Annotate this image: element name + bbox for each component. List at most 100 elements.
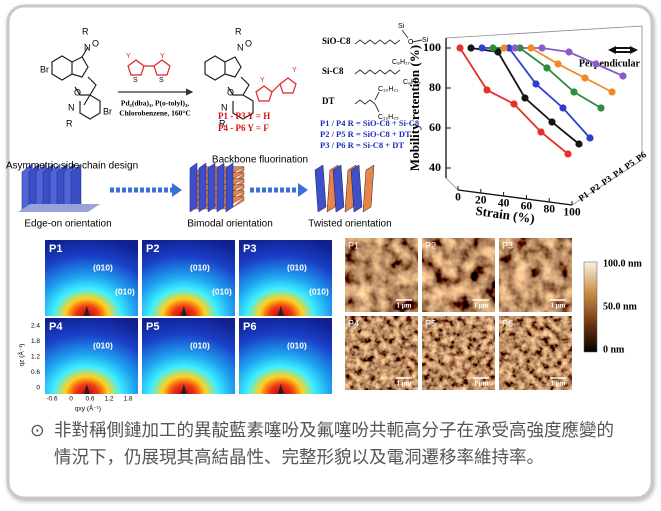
x-tick-label: 0 xyxy=(455,192,461,204)
page: Br O O N R N R Br Y Y S S Pd₂(dba)₃, P(o… xyxy=(0,0,661,511)
data-point xyxy=(581,74,588,81)
y-tick-label: 0.6 xyxy=(31,369,40,376)
scale-bar-label: 1 μm xyxy=(396,302,411,310)
peak-label: (010) xyxy=(287,262,307,272)
slab xyxy=(226,163,233,212)
y-axis-title: qz (Å⁻¹) xyxy=(17,344,26,367)
peak-label: (010) xyxy=(190,262,210,272)
atom: Br xyxy=(40,64,49,74)
data-point xyxy=(564,150,571,157)
base xyxy=(18,204,100,212)
y-tick-label: 1.8 xyxy=(31,338,40,345)
data-point xyxy=(500,44,507,51)
x-tick-label: 0.6 xyxy=(85,396,94,403)
colorbar-label: 50.0 nm xyxy=(603,301,638,312)
data-point xyxy=(478,44,485,51)
scale-bar-label: 1 μm xyxy=(396,380,411,388)
atom: O xyxy=(408,39,414,46)
atom: S xyxy=(159,77,164,84)
atom: N xyxy=(84,42,91,52)
data-point xyxy=(537,128,544,135)
y-tick-label: 60 xyxy=(429,120,441,134)
atom: O xyxy=(74,87,81,97)
data-point xyxy=(483,86,490,93)
combination: P2 / P5 R = SiO-C8 + DT xyxy=(320,129,411,139)
peak-label: (010) xyxy=(93,340,113,350)
atom: O xyxy=(245,38,252,48)
panel-label: P2 xyxy=(146,243,159,255)
y-tick-label: 2.4 xyxy=(31,323,40,330)
slab xyxy=(208,163,215,212)
colorbar xyxy=(584,262,597,352)
panel-label: P6 xyxy=(502,318,513,328)
scale-bar-label: 1 μm xyxy=(550,380,565,388)
colorbar-label: 0 nm xyxy=(603,344,625,355)
atom: O xyxy=(227,87,234,97)
bullet: ⊙ xyxy=(30,418,45,445)
y-tick-label: 0 xyxy=(36,385,40,392)
reagent: Chlorobenzene, 160°C xyxy=(119,109,191,118)
data-point xyxy=(597,104,604,111)
peak-label: (010) xyxy=(190,340,210,350)
atom: Si xyxy=(398,23,405,30)
data-point xyxy=(527,44,534,51)
data-point xyxy=(543,64,550,71)
panel-label: P1 xyxy=(348,240,359,250)
slab xyxy=(190,163,197,212)
peak-label: (010) xyxy=(309,286,329,296)
peak-label: (010) xyxy=(212,286,232,296)
data-point xyxy=(467,44,474,51)
combination: P3 / P6 R = Si-C8 + DT xyxy=(320,140,404,150)
data-point xyxy=(575,140,582,147)
data-point xyxy=(489,44,496,51)
data-point xyxy=(559,104,566,111)
data-point xyxy=(548,118,555,125)
step-label: Backbone fluorination xyxy=(212,155,308,166)
caption: ⊙ 非對稱側鏈加工的異靛藍素噻吩及氟噻吩共軛高分子在承受高強度應變的情況下，仍展… xyxy=(30,418,630,472)
state-label: Edge-on orientation xyxy=(24,219,111,230)
atom: R xyxy=(82,26,89,36)
panel-label: P5 xyxy=(425,318,436,328)
data-point xyxy=(456,44,463,51)
y-tick-label: 40 xyxy=(429,160,441,174)
data-point xyxy=(510,100,517,107)
atom: Y xyxy=(260,77,265,84)
peak-label: (010) xyxy=(287,340,307,350)
y-tick-label: 100 xyxy=(423,40,441,54)
x-tick-label: 80 xyxy=(543,204,555,216)
data-point xyxy=(565,48,572,55)
side-chain-name: SiO-C8 xyxy=(322,36,351,46)
data-point xyxy=(521,94,528,101)
combination: P1 / P4 R = SiO-C8 + Si-C8 xyxy=(320,118,419,128)
panel-label: P3 xyxy=(502,240,513,250)
scale-bar-label: 1 μm xyxy=(473,380,488,388)
y-tick-label: 80 xyxy=(429,80,441,94)
scale-bar-label: 1 μm xyxy=(550,302,565,310)
atom: R xyxy=(66,118,73,128)
x-tick-label: -0.6 xyxy=(46,396,58,403)
panel-label: P4 xyxy=(49,321,63,333)
panel-label: P1 xyxy=(49,243,62,255)
panel-label: P3 xyxy=(243,243,256,255)
atom: C₁₀H₂₁ xyxy=(378,86,399,93)
atom: R xyxy=(235,26,242,36)
x-tick-label: 0 xyxy=(69,396,73,403)
panel-label: P4 xyxy=(348,318,359,328)
step-label: Asymmetric side chain design xyxy=(6,161,138,172)
data-point xyxy=(592,60,599,67)
data-point xyxy=(586,134,593,141)
atom: Y xyxy=(160,53,165,60)
data-point xyxy=(532,80,539,87)
x-tick-label: 1.8 xyxy=(123,396,132,403)
panel-label: P5 xyxy=(146,321,159,333)
state-label: Bimodal orientation xyxy=(187,219,273,230)
y-tick-label: 1.2 xyxy=(31,354,40,361)
x-tick-label: 1.2 xyxy=(104,396,113,403)
side-chain-name: Si-C8 xyxy=(322,66,344,76)
panel-label: P2 xyxy=(425,240,436,250)
state-label: Twisted orientation xyxy=(308,219,391,230)
scale-bar-label: 1 μm xyxy=(473,302,488,310)
caption-text: 非對稱側鏈加工的異靛藍素噻吩及氟噻吩共軛高分子在承受高強度應變的情況下，仍展現其… xyxy=(30,418,630,472)
atom: N xyxy=(68,102,75,112)
atom: S xyxy=(133,77,138,84)
